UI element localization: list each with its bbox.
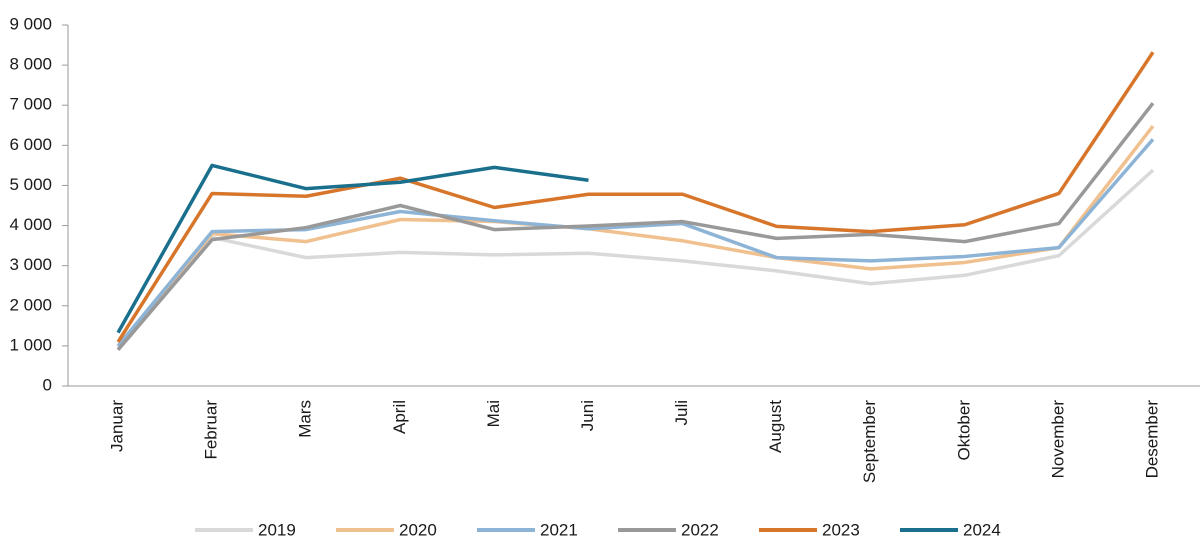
x-tick-label: Oktober: [954, 400, 973, 461]
x-tick-label: Januar: [108, 400, 127, 452]
y-tick-label: 8 000: [9, 55, 52, 74]
legend-label: 2023: [822, 520, 860, 539]
series-line: [116, 138, 1155, 348]
x-tick-label: Mai: [484, 400, 503, 427]
x-tick-label: Juni: [578, 400, 597, 431]
y-tick-label: 9 000: [9, 14, 52, 33]
x-tick-label: August: [766, 400, 785, 453]
y-tick-label: 2 000: [9, 295, 52, 314]
y-tick-label: 0: [43, 375, 52, 394]
legend-label: 2024: [963, 520, 1001, 539]
legend-label: 2020: [399, 520, 437, 539]
y-tick-label: 7 000: [9, 95, 52, 114]
series-line: [116, 163, 589, 334]
y-tick-label: 4 000: [9, 215, 52, 234]
y-tick-label: 1 000: [9, 335, 52, 354]
series-line: [116, 102, 1155, 352]
legend-label: 2022: [681, 520, 719, 539]
y-tick-label: 6 000: [9, 135, 52, 154]
series-line: [116, 51, 1155, 343]
x-tick-label: November: [1048, 400, 1067, 479]
x-tick-label: Juli: [672, 400, 691, 426]
x-tick-label: April: [390, 400, 409, 434]
legend-label: 2021: [540, 520, 578, 539]
x-tick-label: Mars: [296, 400, 315, 438]
x-tick-label: Desember: [1142, 400, 1161, 479]
y-tick-label: 3 000: [9, 255, 52, 274]
x-tick-label: September: [860, 400, 879, 483]
x-tick-label: Februar: [202, 400, 221, 460]
y-tick-label: 5 000: [9, 175, 52, 194]
series-line: [116, 125, 1155, 348]
series-line: [116, 168, 1155, 350]
legend-label: 2019: [258, 520, 296, 539]
